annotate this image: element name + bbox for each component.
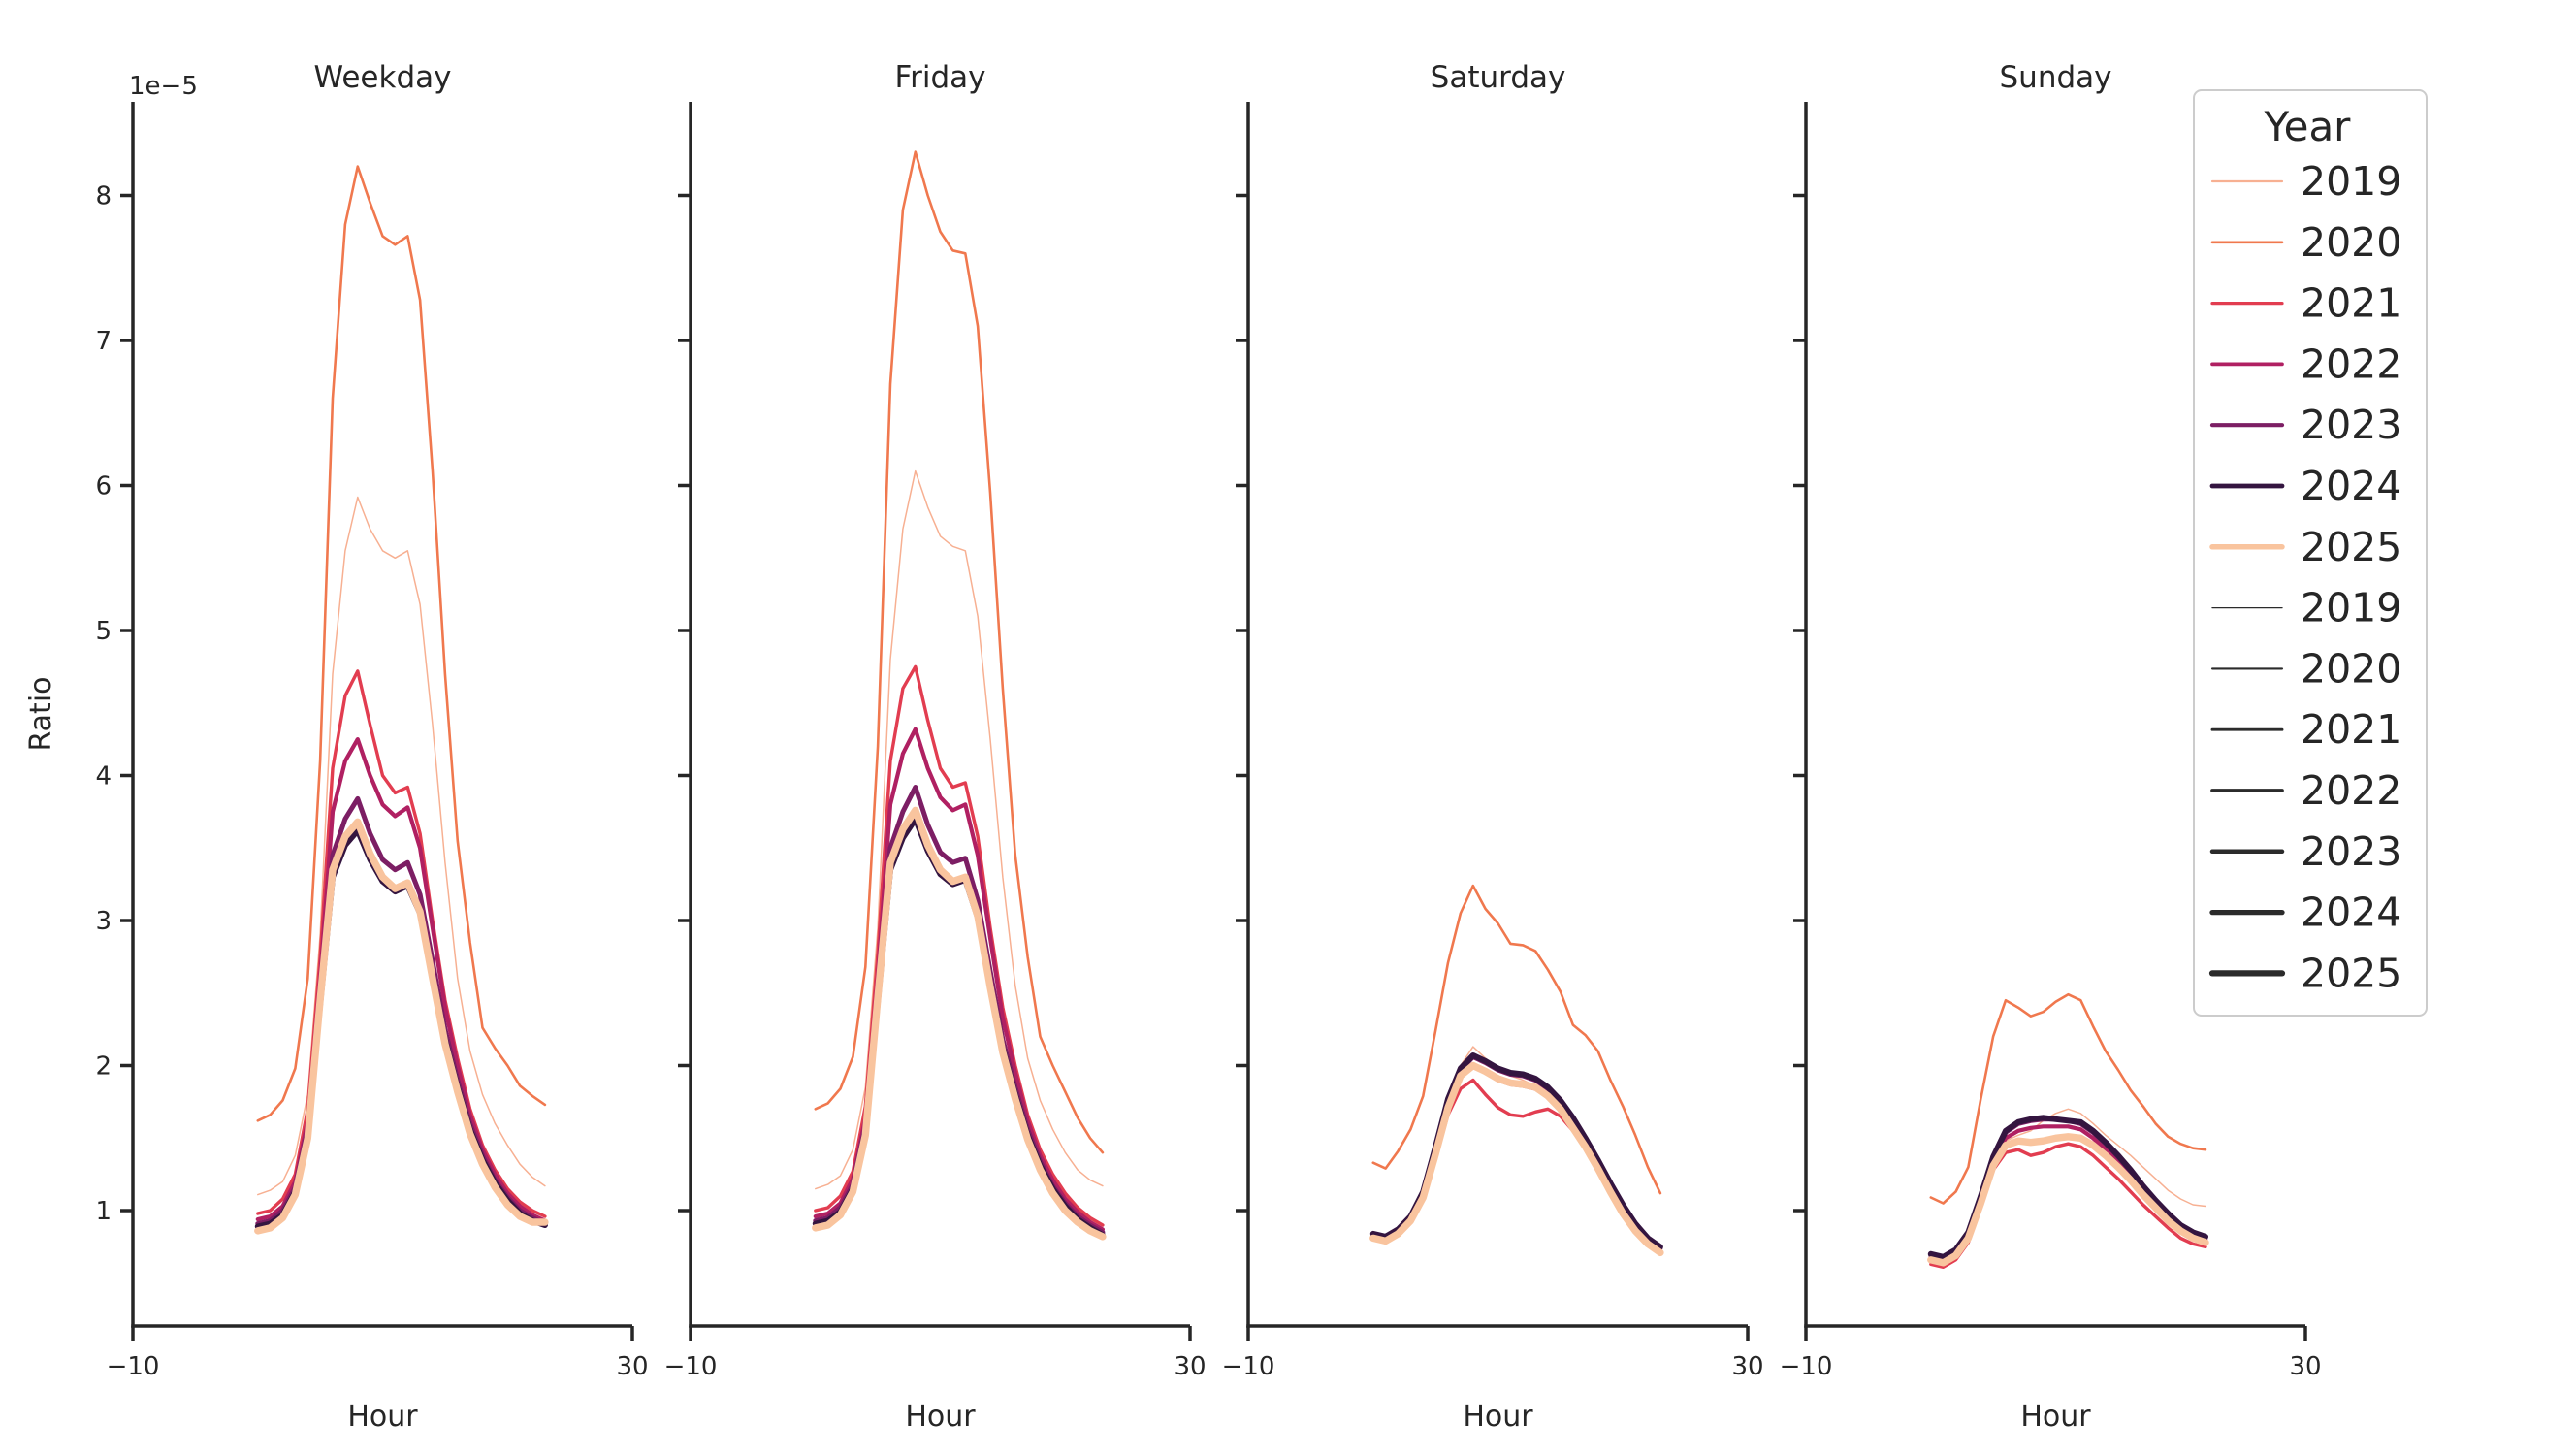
panel-title-weekday: Weekday <box>314 60 452 95</box>
series-line-weekday-2019 <box>257 496 546 1196</box>
x-tick-label-sunday--10: −10 <box>1780 1352 1833 1381</box>
y-tick-label-7: 7 <box>95 327 112 356</box>
series-line-saturday-2020 <box>1371 884 1662 1195</box>
series-line-weekday-2021 <box>256 669 547 1218</box>
series-line-friday-2019 <box>815 469 1104 1190</box>
legend-size-label-2024: 2024 <box>2301 889 2401 936</box>
x-tick-label-sunday-30: 30 <box>2289 1352 2321 1381</box>
y-tick-label-4: 4 <box>95 762 112 792</box>
panel-title-friday: Friday <box>895 60 986 95</box>
legend-color-label-2023: 2023 <box>2301 402 2401 448</box>
legend-color-label-2020: 2020 <box>2301 219 2401 266</box>
y-axis-label: Ratio <box>24 676 58 751</box>
y-tick-label-5: 5 <box>95 617 112 646</box>
series-line-friday-2020 <box>814 150 1105 1154</box>
series-line-weekday-2020 <box>256 165 547 1122</box>
x-tick-label-saturday-30: 30 <box>1731 1352 1763 1381</box>
series-line-saturday-2025 <box>1369 1061 1664 1257</box>
y-tick-label-8: 8 <box>95 182 112 211</box>
legend-size-label-2020: 2020 <box>2301 645 2401 692</box>
series-line-sunday-2025 <box>1927 1133 2209 1267</box>
x-tick-label-friday--10: −10 <box>664 1352 718 1381</box>
y-axis-offset-label: 1e−5 <box>129 72 198 101</box>
legend-color-label-2022: 2022 <box>2301 340 2401 387</box>
series-line-friday-2025 <box>812 806 1107 1241</box>
y-tick-label-3: 3 <box>95 907 112 936</box>
legend-color-label-2025: 2025 <box>2301 524 2401 570</box>
x-tick-label-weekday--10: −10 <box>107 1352 160 1381</box>
x-tick-label-friday-30: 30 <box>1174 1352 1206 1381</box>
legend-size-label-2021: 2021 <box>2301 706 2401 753</box>
legend-color-label-2024: 2024 <box>2301 463 2401 509</box>
x-axis-label-saturday: Hour <box>1463 1400 1533 1434</box>
x-tick-label-saturday--10: −10 <box>1222 1352 1275 1381</box>
y-tick-label-1: 1 <box>95 1197 112 1226</box>
series-line-sunday-2020 <box>1929 992 2207 1205</box>
x-axis-label-weekday: Hour <box>347 1400 418 1434</box>
legend-box <box>2193 89 2428 1017</box>
legend-title: Year <box>2264 103 2352 150</box>
series-line-weekday-2025 <box>254 818 549 1235</box>
legend-color-label-2021: 2021 <box>2301 280 2401 327</box>
legend-size-label-2022: 2022 <box>2301 767 2401 814</box>
panel-title-sunday: Sunday <box>2000 60 2112 95</box>
y-tick-label-6: 6 <box>95 472 112 501</box>
series-line-friday-2021 <box>814 664 1105 1227</box>
y-tick-label-2: 2 <box>95 1052 112 1082</box>
legend-size-label-2019: 2019 <box>2301 585 2401 631</box>
legend-size-label-2023: 2023 <box>2301 828 2401 875</box>
legend-color-label-2019: 2019 <box>2301 158 2401 205</box>
x-tick-label-weekday-30: 30 <box>616 1352 648 1381</box>
x-axis-label-friday: Hour <box>905 1400 976 1434</box>
x-axis-label-sunday: Hour <box>2020 1400 2091 1434</box>
panel-title-saturday: Saturday <box>1431 60 1566 95</box>
legend-size-label-2025: 2025 <box>2301 950 2401 996</box>
